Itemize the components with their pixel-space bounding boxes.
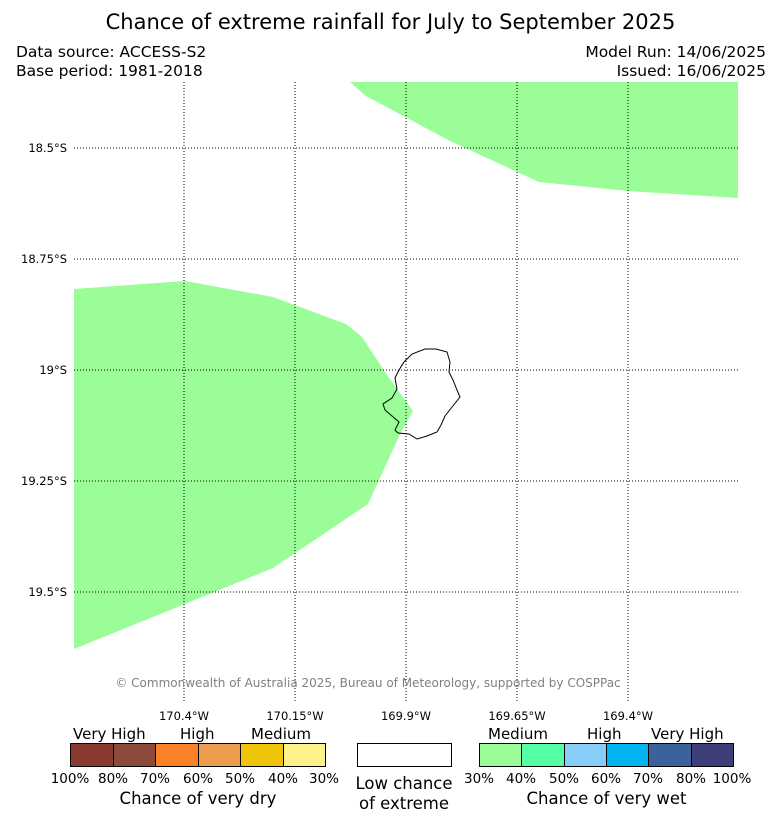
low-chance-caption: Low chance of extreme — [334, 774, 474, 814]
dry-colorbar — [70, 743, 326, 767]
lon-label: 170.4°W — [159, 709, 209, 723]
dry-swatch — [198, 744, 241, 766]
lat-label: 19.25°S — [21, 474, 67, 488]
lon-label: 169.4°W — [603, 709, 653, 723]
dry-swatch — [241, 744, 284, 766]
lat-label: 18.75°S — [21, 252, 67, 266]
dry-swatch — [283, 744, 325, 766]
graticule — [74, 82, 738, 702]
lon-label: 169.9°W — [381, 709, 431, 723]
wet-tick-label: 30% — [463, 771, 495, 787]
dry-tick-label: 40% — [267, 771, 299, 787]
island-coastline — [382, 348, 461, 440]
model-run: Model Run: 14/06/2025 — [585, 43, 766, 61]
dry-tick-label: 50% — [224, 771, 256, 787]
low-chance-swatch — [357, 743, 452, 767]
wet-swatch — [480, 744, 523, 766]
dry-tick-label: 60% — [182, 771, 214, 787]
dry-medium-label: Medium — [251, 725, 311, 743]
dry-high-label: High — [180, 725, 215, 743]
base-period: Base period: 1981-2018 — [16, 62, 203, 80]
dry-caption: Chance of very dry — [119, 789, 277, 808]
lat-label: 19.5°S — [28, 585, 67, 599]
lat-label: 18.5°S — [28, 141, 67, 155]
wet-tick-label: 60% — [590, 771, 622, 787]
dry-tick-label: 30% — [308, 771, 340, 787]
wet-colorbar — [479, 743, 734, 767]
run-info: Model Run: 14/06/2025 Issued: 16/06/2025 — [585, 43, 766, 81]
wet-high-label: High — [587, 725, 622, 743]
lon-labels: 170.4°W 170.15°W 169.9°W 169.65°W 169.4°… — [159, 709, 653, 723]
wet-swatch — [691, 744, 733, 766]
wet-swatch — [606, 744, 650, 766]
wet-tick-label: 100% — [712, 771, 752, 787]
low-chance-line2: of extreme — [358, 794, 450, 813]
wet-swatch — [522, 744, 565, 766]
lon-label: 170.15°W — [266, 709, 323, 723]
wet-swatch — [649, 744, 692, 766]
copyright-notice: © Commonwealth of Australia 2025, Bureau… — [115, 676, 620, 690]
issued-date: Issued: 16/06/2025 — [616, 62, 766, 80]
wet-tick-label: 50% — [548, 771, 580, 787]
wet-very-high-label: Very High — [651, 725, 724, 743]
wet-medium-label: Medium — [488, 725, 548, 743]
dry-swatch — [113, 744, 156, 766]
dry-tick-label: 100% — [50, 771, 90, 787]
low-chance-line1: Low chance — [355, 774, 453, 793]
wet-medium-region-north — [350, 82, 738, 198]
data-source: Data source: ACCESS-S2 — [16, 43, 207, 61]
dry-swatch — [156, 744, 199, 766]
dry-tick-label: 80% — [97, 771, 129, 787]
wet-swatch — [564, 744, 607, 766]
wet-tick-label: 80% — [675, 771, 707, 787]
source-info: Data source: ACCESS-S2 Base period: 1981… — [16, 43, 206, 81]
dry-tick-label: 70% — [139, 771, 171, 787]
lat-label: 19°S — [39, 363, 67, 377]
wet-tick-label: 70% — [632, 771, 664, 787]
lon-label: 169.65°W — [488, 709, 545, 723]
dry-swatch — [71, 744, 114, 766]
wet-medium-region-west — [74, 281, 413, 649]
wet-caption: Chance of very wet — [526, 789, 687, 808]
wet-tick-label: 40% — [505, 771, 537, 787]
lat-labels: 18.5°S 18.75°S 19°S 19.25°S 19.5°S — [21, 141, 67, 599]
chart-title: Chance of extreme rainfall for July to S… — [105, 10, 676, 34]
dry-very-high-label: Very High — [73, 725, 146, 743]
